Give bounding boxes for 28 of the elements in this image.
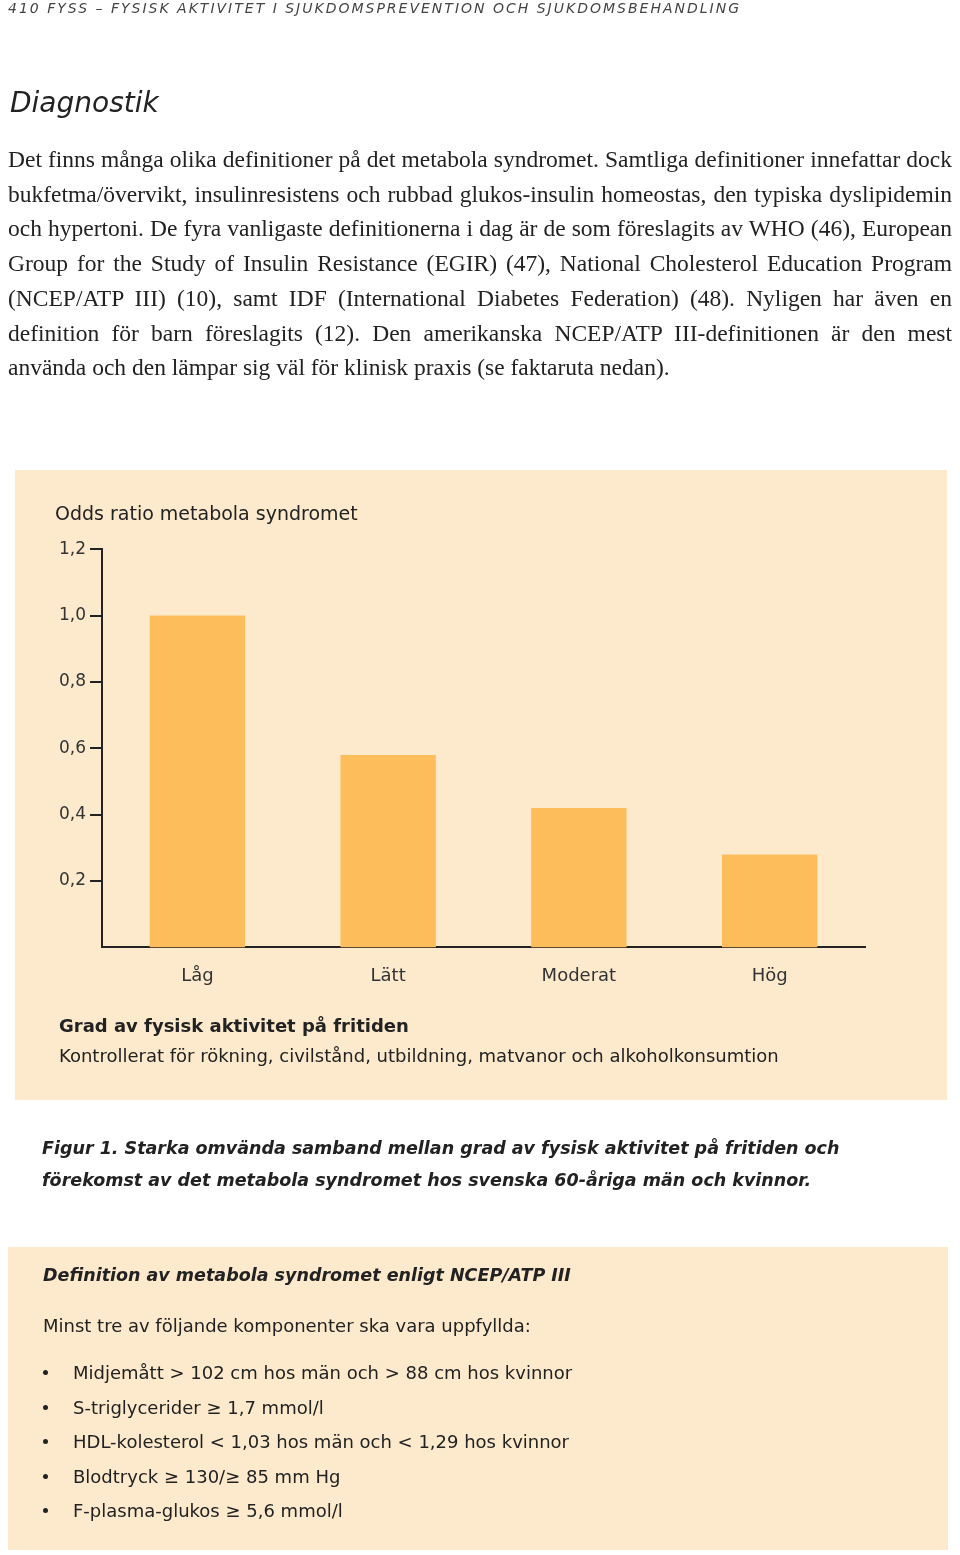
x-axis-title: Grad av fysisk aktivitet på fritiden xyxy=(59,1015,409,1036)
text: Minst tre av följande komponenter ska vara uppfyllda: xyxy=(43,1315,531,1336)
text: Figur 1. Starka omvända samband mellan grad av fysisk aktivitet på fritiden och förekomst av det metabola syndromet hos svenska 60-åriga män och kvinnor. xyxy=(42,1137,841,1192)
y-axis-title: Odds ratio metabola syndromet xyxy=(55,502,358,524)
x-tick-label: Lätt xyxy=(370,963,406,985)
y-tick-label: 0,4 xyxy=(58,803,87,824)
text: HDL-kolesterol < 1,03 hos män och < 1,29 hos kvinnor xyxy=(73,1431,570,1452)
y-tick-label: 0,6 xyxy=(58,736,87,757)
x-tick-label: Moderat xyxy=(541,963,617,985)
bar xyxy=(531,808,627,948)
x-tick-label: Låg xyxy=(181,963,214,985)
text: 410 FYSS – FYSISK AKTIVITET I SJUKDOMSPREVENTION OCH SJUKDOMSBEHANDLING xyxy=(8,0,741,16)
text: Blodtryck ≥ 130/≥ 85 mm Hg xyxy=(73,1465,341,1487)
bar xyxy=(149,615,246,948)
text: Definition av metabola syndromet enligt NCEP/ATP III xyxy=(43,1265,571,1285)
text: Midjemått > 102 cm hos män och > 88 cm hos kvinnor xyxy=(73,1362,573,1383)
text: F-plasma-glukos ≥ 5,6 mmol/l xyxy=(73,1500,343,1521)
y-tick-label: 0,2 xyxy=(58,869,87,890)
bar xyxy=(721,854,818,948)
text: Kontrollerat för rökning, civilstånd, utbildning, matvanor och alkoholkonsumtion xyxy=(59,1045,779,1066)
bar xyxy=(340,754,436,948)
x-tick-label: Hög xyxy=(751,963,788,985)
y-tick-label: 1,0 xyxy=(58,603,87,624)
y-tick-label: 0,8 xyxy=(58,670,87,691)
y-tick-label: 1,2 xyxy=(58,537,87,558)
text: Det finns många olika definitioner på det metabola syndromet. Samtliga definitioner innefattar dock bukfetma/övervikt, insulinresistens och rubbad glukos-insulin homeostas, den typiska dyslipidemin och hypertoni. De fyra vanligaste definitionerna i dag är de som föreslagits av WHO (46), European Group for the Study of Insulin Resistance (EGIR) (47), National Cholesterol Education Program (NCEP/ATP III) (10), samt IDF (International Diabetes Federation) (48). Nyligen har även en definition för barn föreslagits (12). Den amerikanska NCEP/ATP III-definitionen är den mest använda och den lämpar sig väl för klinisk praxis (se faktaruta nedan). xyxy=(8,145,952,383)
text: S-triglycerider ≥ 1,7 mmol/l xyxy=(73,1396,324,1418)
text: Diagnostik xyxy=(10,86,159,119)
